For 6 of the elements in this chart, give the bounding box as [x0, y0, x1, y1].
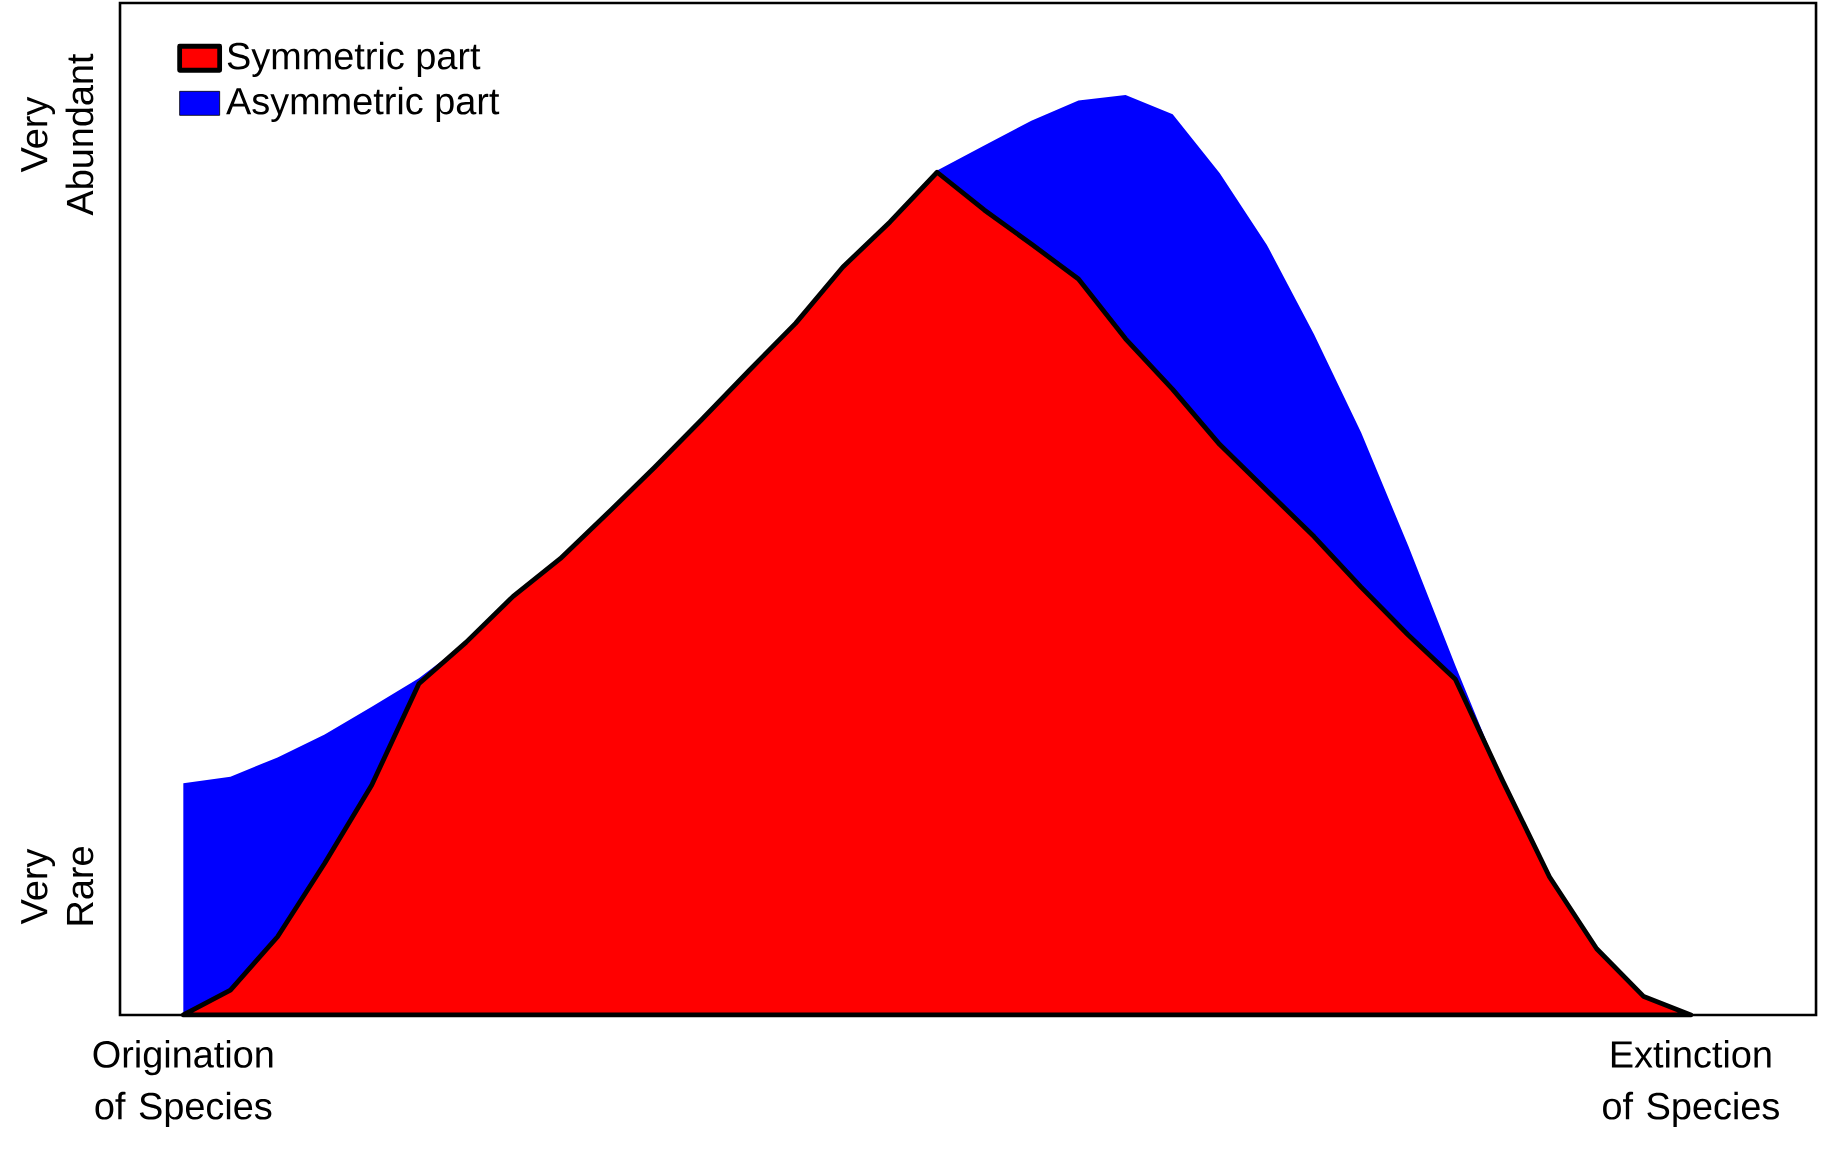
x-tick-label: Origination of Species: [93, 1040, 273, 1128]
text: Very Rare: [21, 847, 94, 925]
legend-label: Asymmetric part: [226, 86, 500, 123]
x-tick-label: Extinction of Species: [1603, 1040, 1779, 1128]
text: Very Abundant: [21, 53, 94, 216]
legend-label: Symmetric part: [227, 41, 481, 77]
